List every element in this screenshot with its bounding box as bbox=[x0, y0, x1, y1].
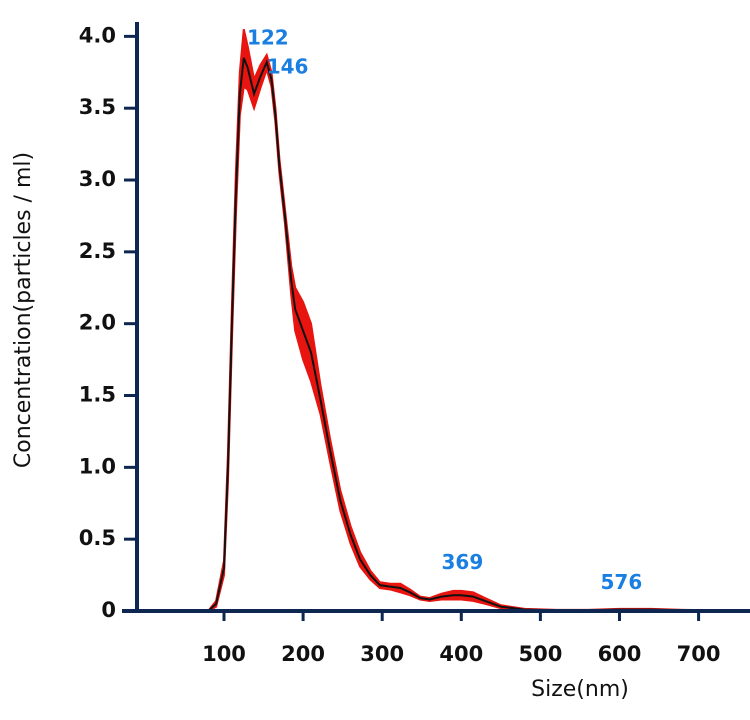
y-axis-label: Concentration(particles / ml) bbox=[11, 152, 36, 468]
x-tick-label: 500 bbox=[518, 642, 562, 666]
x-tick-label: 700 bbox=[677, 642, 721, 666]
x-axis-label: Size(nm) bbox=[531, 677, 629, 702]
x-tick-label: 200 bbox=[281, 642, 325, 666]
x-tick-label: 400 bbox=[439, 642, 483, 666]
x-tick-label: 100 bbox=[202, 642, 246, 666]
peak-annotation: 576 bbox=[601, 570, 643, 594]
x-tick-label: 300 bbox=[360, 642, 404, 666]
y-tick-label: 1.0 bbox=[79, 454, 116, 478]
error-band bbox=[207, 28, 747, 612]
peak-annotation: 369 bbox=[442, 550, 484, 574]
peak-annotation: 146 bbox=[267, 54, 309, 78]
y-tick-label: 2.5 bbox=[79, 239, 116, 263]
y-tick-label: 3.0 bbox=[79, 167, 116, 191]
y-tick-label: 1.5 bbox=[79, 383, 116, 407]
y-tick-label: 0.5 bbox=[79, 526, 116, 550]
line bbox=[207, 57, 747, 612]
peak-annotation: 122 bbox=[247, 26, 289, 50]
y-tick-label: 2.0 bbox=[79, 311, 116, 335]
y-tick-label: 4.0 bbox=[79, 23, 116, 47]
y-tick-label: 3.5 bbox=[79, 95, 116, 119]
y-tick-label: 0 bbox=[101, 598, 116, 622]
x-tick-label: 600 bbox=[598, 642, 642, 666]
